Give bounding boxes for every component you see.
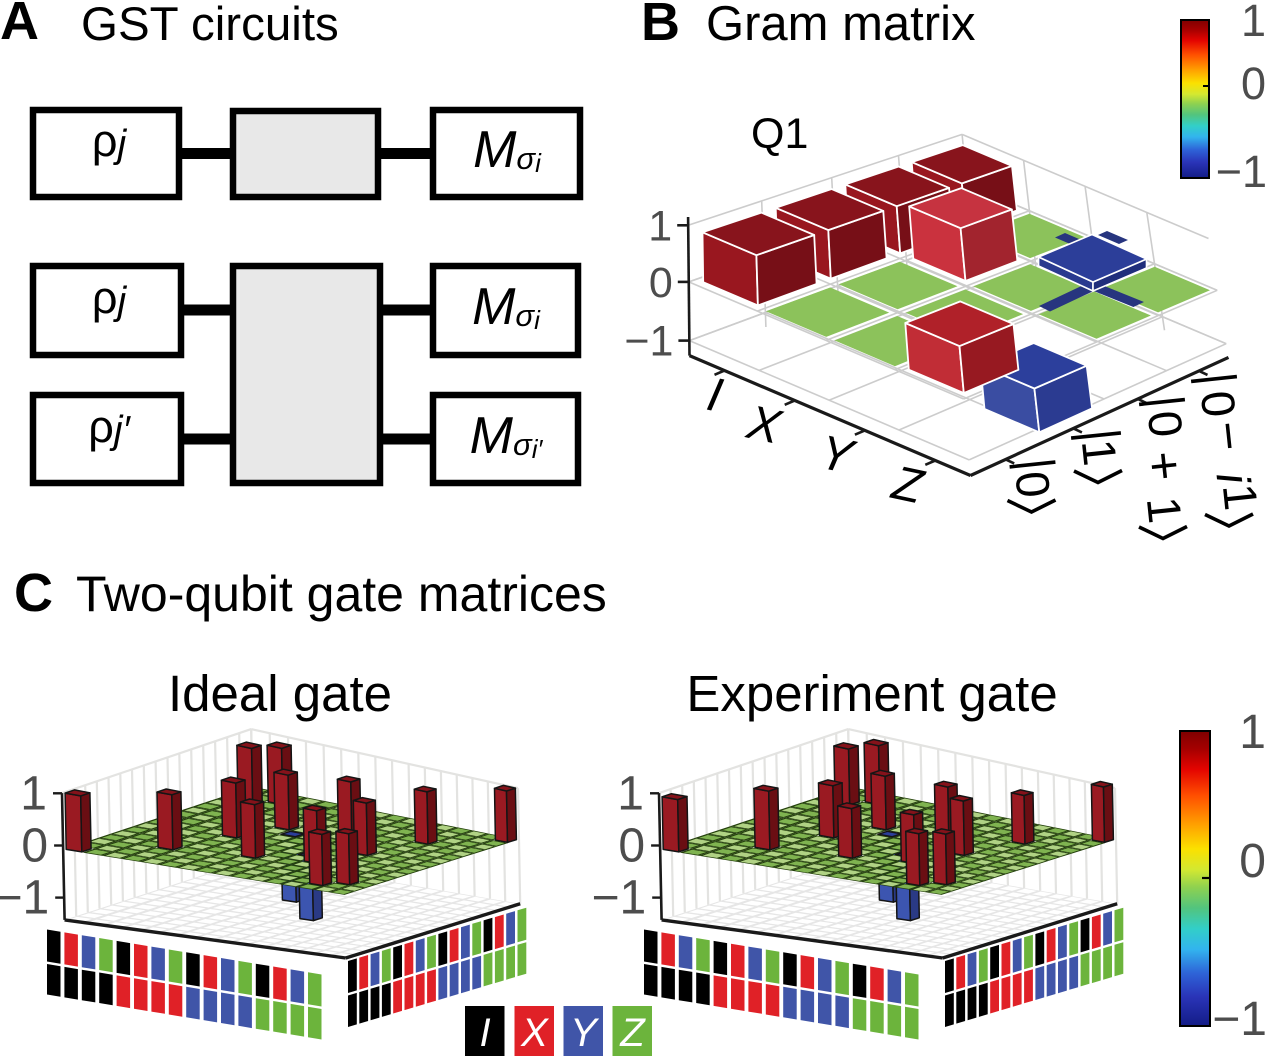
svg-text:0: 0	[1241, 58, 1266, 109]
svg-text:X: X	[520, 1011, 549, 1055]
svg-text:0: 0	[21, 820, 48, 873]
svg-text:1: 1	[1137, 494, 1192, 526]
svg-text:Experiment gate: Experiment gate	[686, 665, 1057, 722]
svg-text:−1: −1	[1216, 146, 1267, 197]
svg-text:0: 0	[1191, 388, 1246, 420]
svg-text:0: 0	[1239, 835, 1266, 888]
svg-text:−1: −1	[591, 872, 646, 925]
svg-text:0: 0	[618, 820, 645, 873]
svg-text:−1: −1	[0, 872, 49, 925]
svg-text:1: 1	[1213, 481, 1267, 513]
svg-text:Ideal gate: Ideal gate	[168, 665, 392, 722]
svg-text:C: C	[14, 563, 53, 623]
svg-text:1: 1	[1239, 706, 1266, 759]
svg-text:Y: Y	[570, 1011, 600, 1055]
svg-text:−1: −1	[624, 318, 673, 366]
svg-text:Mσi: Mσi	[473, 121, 542, 179]
svg-text:1: 1	[1072, 437, 1127, 469]
svg-text:1: 1	[1241, 0, 1266, 46]
svg-text:Q1: Q1	[751, 110, 808, 158]
svg-text:I: I	[479, 1011, 490, 1055]
svg-text:Mσi: Mσi	[472, 278, 541, 336]
svg-text:−: −	[1200, 418, 1259, 453]
svg-text:1: 1	[648, 202, 672, 250]
svg-text:1: 1	[617, 767, 644, 820]
svg-text:1: 1	[20, 767, 47, 820]
svg-text:−1: −1	[1212, 993, 1267, 1046]
svg-text:ρj: ρj	[92, 272, 128, 323]
svg-text:ρj: ρj	[92, 115, 128, 166]
svg-text:0: 0	[1005, 469, 1060, 501]
svg-text:ρj′: ρj′	[88, 401, 131, 452]
svg-text:GST circuits: GST circuits	[81, 0, 339, 51]
svg-text:0: 0	[649, 259, 673, 307]
svg-text:Two-qubit gate matrices: Two-qubit gate matrices	[76, 566, 607, 622]
svg-text:+: +	[1135, 448, 1194, 483]
svg-text:Z: Z	[619, 1011, 646, 1055]
svg-text:A: A	[0, 0, 39, 51]
svg-text:B: B	[641, 0, 680, 52]
svg-text:Gram matrix: Gram matrix	[706, 0, 976, 51]
svg-text:0: 0	[1138, 408, 1193, 440]
svg-text:Mσi′: Mσi′	[470, 407, 544, 465]
